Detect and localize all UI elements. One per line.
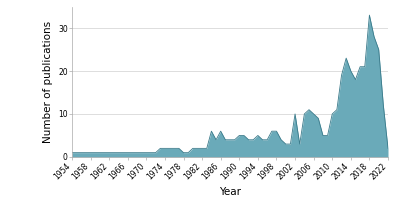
X-axis label: Year: Year [219,187,241,197]
Y-axis label: Number of publications: Number of publications [42,21,52,143]
